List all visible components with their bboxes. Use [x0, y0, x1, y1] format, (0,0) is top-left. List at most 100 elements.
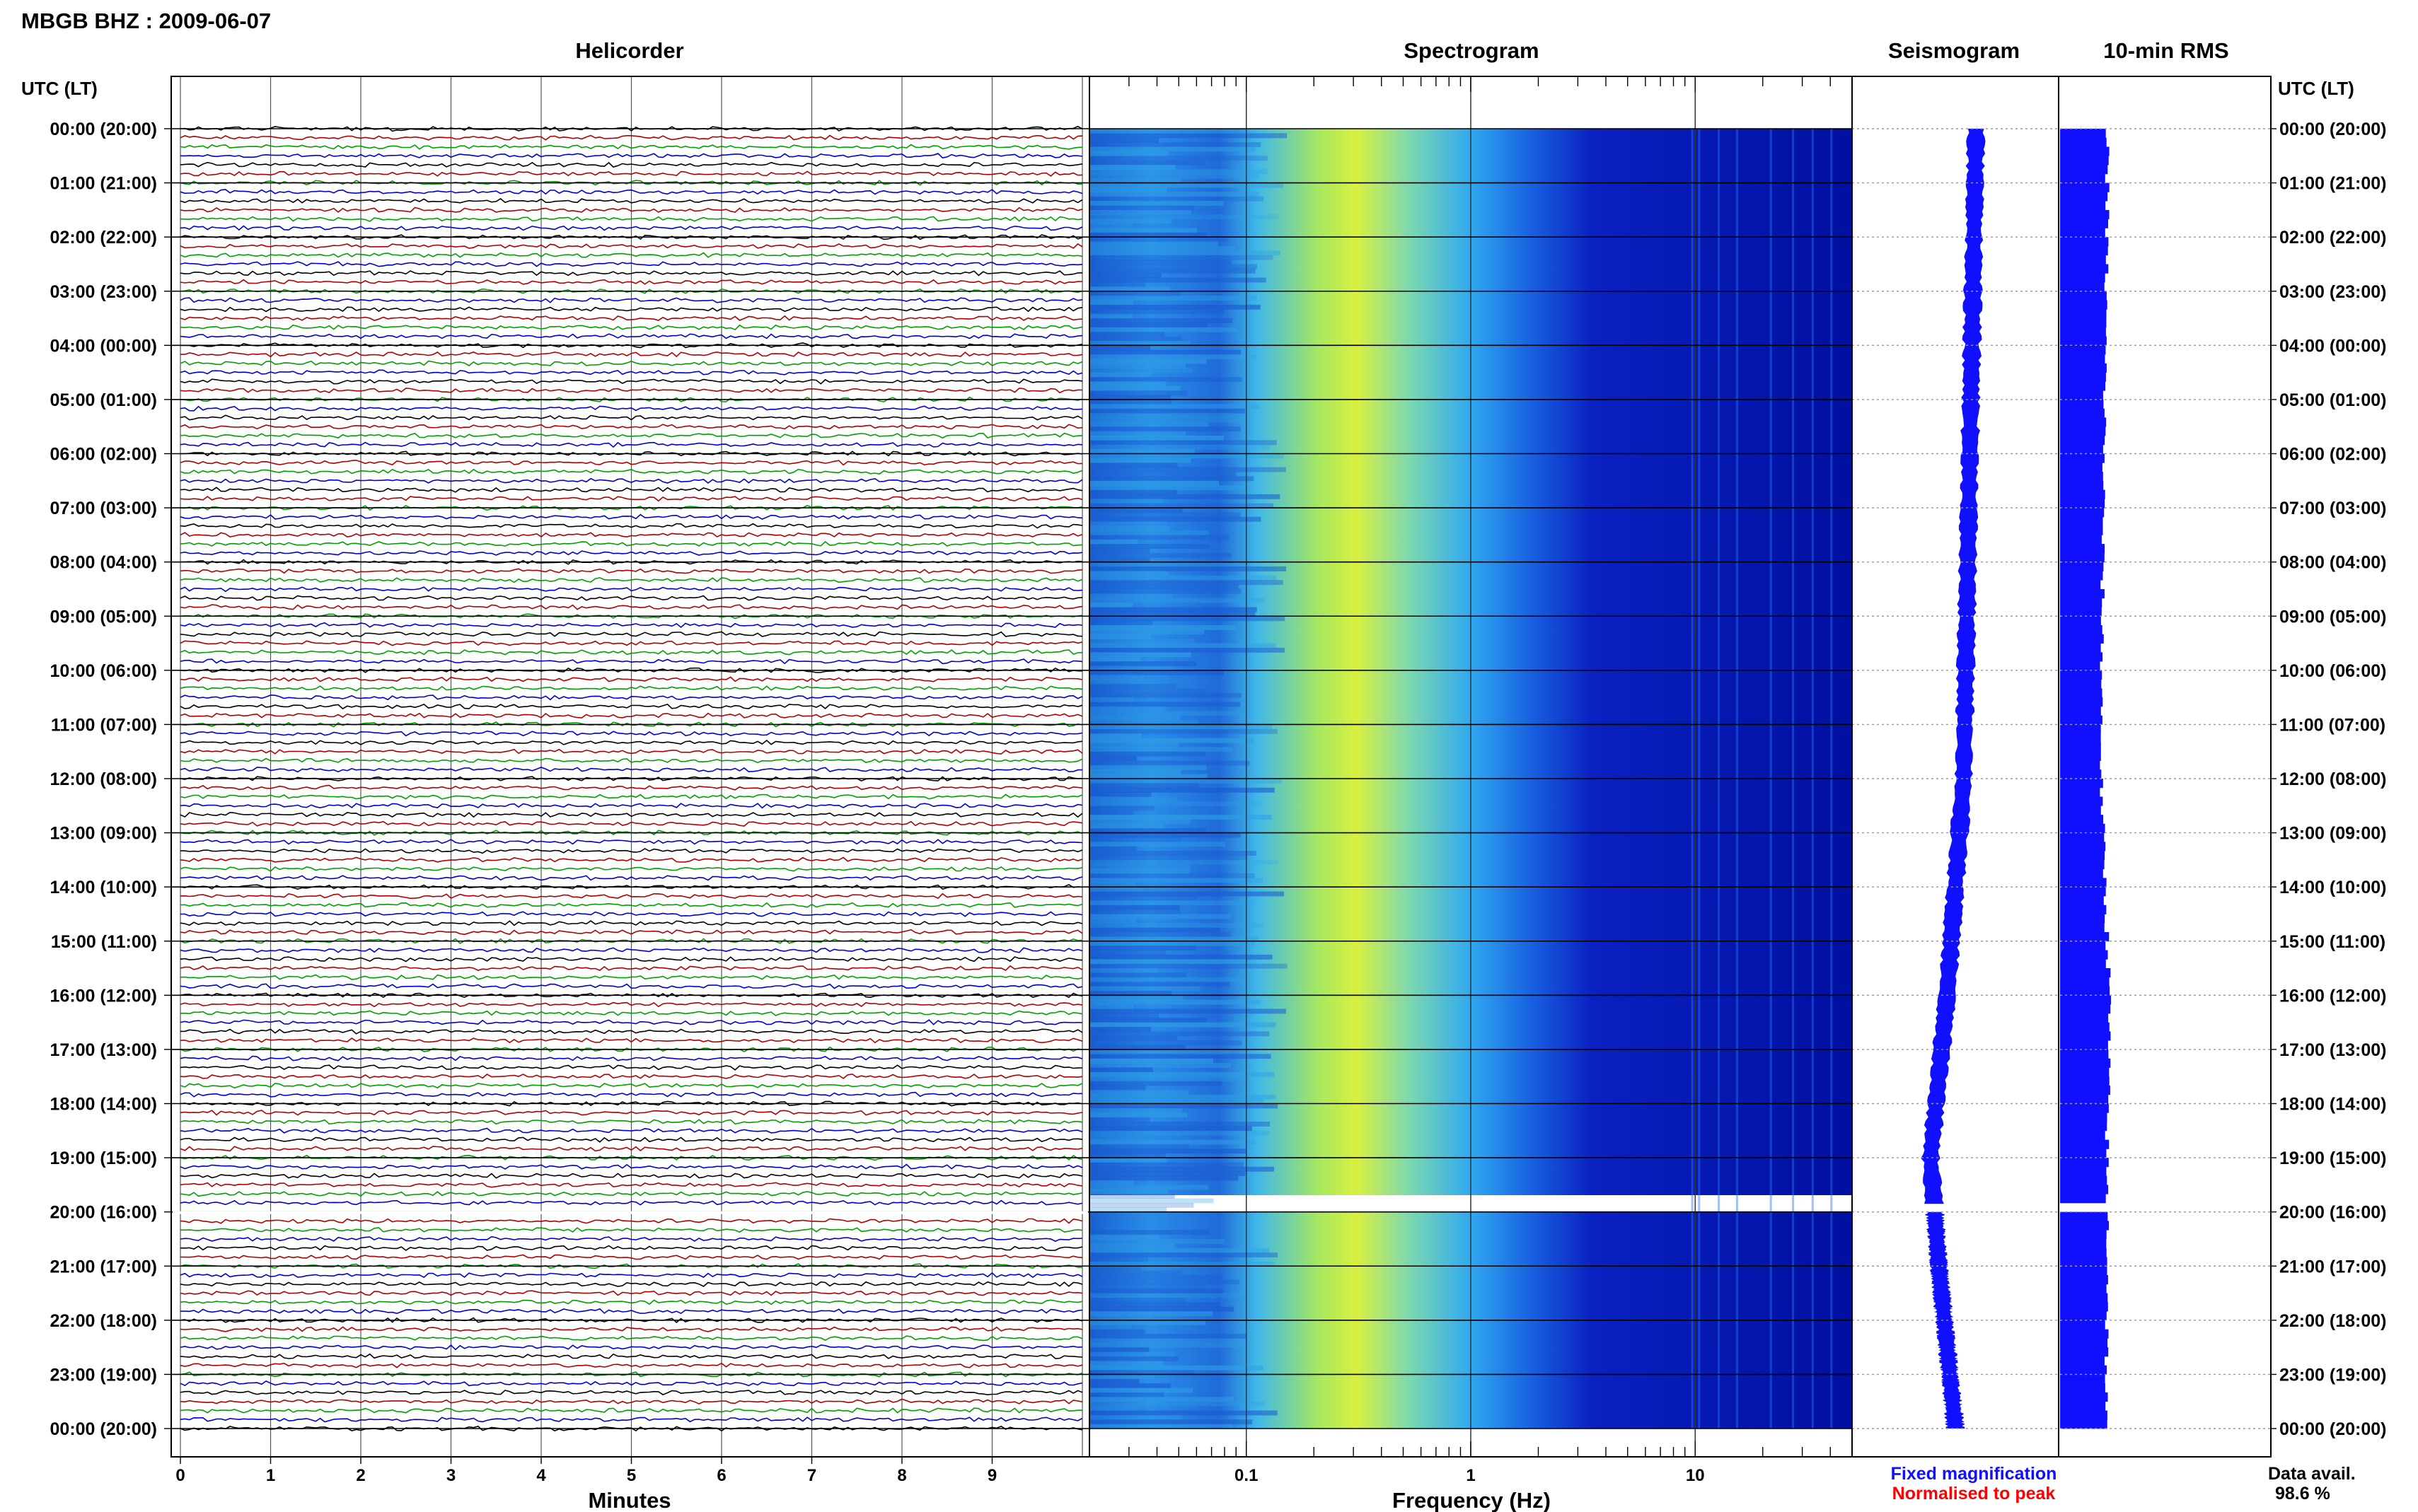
rms-bar	[2060, 616, 2101, 626]
rms-bar	[2060, 1266, 2107, 1276]
rms-bar	[2060, 1320, 2105, 1330]
spectrogram-row-streak	[1089, 223, 1133, 228]
helicorder-trace	[180, 360, 1083, 367]
helicorder-trace	[180, 198, 1083, 204]
rms-bar	[2060, 598, 2102, 607]
spectrogram-row-streak	[1089, 728, 1278, 734]
time-tick-label-right: 11:00 (07:00)	[2279, 715, 2385, 735]
rms-title: 10-min RMS	[2103, 38, 2228, 63]
rms-bar	[2060, 571, 2103, 581]
spectrogram-row-streak	[1089, 1049, 1230, 1054]
time-axis-title-left: UTC (LT)	[21, 78, 98, 99]
helicorder-trace	[180, 1173, 1083, 1179]
helicorder-trace	[180, 388, 1083, 394]
time-tick-label-left: 12:00 (08:00)	[50, 769, 157, 789]
legend-normalised: Normalised to peak	[1892, 1484, 2056, 1504]
frequency-tick-label: 1	[1466, 1466, 1475, 1485]
helicorder-trace	[180, 1326, 1083, 1332]
spectrogram-row-streak	[1089, 1388, 1193, 1393]
rms-bar	[2060, 436, 2105, 446]
rms-bar	[2060, 417, 2107, 427]
time-tick-label-right: 02:00 (22:00)	[2279, 228, 2386, 248]
rms-bar	[2060, 859, 2105, 870]
rms-bar	[2060, 453, 2105, 463]
helicorder-trace	[180, 703, 1083, 710]
time-tick-label-right: 10:00 (06:00)	[2279, 661, 2386, 681]
helicorder-trace	[180, 1199, 1083, 1206]
rms-bar	[2060, 1248, 2107, 1257]
data-avail-value: 98.6 %	[2275, 1484, 2330, 1504]
helicorder-trace	[180, 1299, 1083, 1305]
minute-tick-label: 0	[175, 1466, 185, 1485]
spectrogram-row-streak	[1089, 1081, 1222, 1086]
rms-bar	[2060, 1419, 2107, 1429]
time-tick-label-right: 09:00 (05:00)	[2279, 607, 2386, 627]
time-tick-label-left: 10:00 (06:00)	[50, 661, 157, 681]
helicorder-trace	[180, 252, 1083, 258]
spectrogram-row-streak	[1089, 1302, 1220, 1308]
spectrogram-row-streak	[1089, 643, 1276, 649]
spectrogram-row-streak	[1089, 260, 1232, 264]
helicorder-trace	[180, 1019, 1083, 1025]
spectrogram-row-streak	[1089, 764, 1207, 770]
rms-bar	[2060, 146, 2110, 156]
spectrogram-row-streak	[1089, 670, 1224, 675]
time-tick-label-left: 08:00 (04:00)	[50, 553, 157, 573]
rms-bar	[2060, 544, 2105, 554]
rms-bar	[2060, 670, 2102, 680]
rms-bar	[2060, 129, 2106, 139]
spectrogram-row-streak	[1089, 156, 1268, 161]
spectrogram-row-streak	[1089, 327, 1239, 332]
spectrogram-row-streak	[1089, 887, 1143, 892]
rms-bar	[2060, 1166, 2107, 1176]
spectrogram-row-streak	[1089, 1148, 1246, 1154]
time-tick-label-left: 01:00 (21:00)	[50, 174, 157, 194]
helicorder-trace	[180, 1380, 1083, 1387]
spectrogram-row-streak	[1089, 1031, 1270, 1037]
helicorder-trace	[180, 333, 1083, 339]
spectrogram-row-streak	[1089, 832, 1241, 838]
spectrogram-row-streak	[1089, 760, 1250, 766]
rms-bar	[2060, 1122, 2107, 1132]
spectrogram-row-streak	[1089, 1071, 1275, 1077]
rms-bar	[2060, 697, 2103, 707]
rms-bar	[2060, 1374, 2105, 1384]
spectrogram-row-streak	[1089, 436, 1224, 441]
spectrogram-row-streak	[1089, 611, 1256, 617]
time-tick-label-left: 05:00 (01:00)	[50, 390, 157, 410]
helicorder-trace	[180, 856, 1083, 863]
spectrogram-row-streak	[1089, 1022, 1276, 1028]
spectrogram-row-streak	[1089, 1284, 1205, 1289]
spectrogram-row-streak	[1089, 300, 1133, 306]
spectrogram-row-streak	[1089, 286, 1170, 292]
spectrogram-row-streak	[1089, 359, 1207, 364]
rms-bar	[2060, 309, 2107, 319]
spectrogram-row-streak	[1089, 1320, 1205, 1325]
rms-bar	[2060, 390, 2103, 400]
rms-bar	[2060, 1139, 2110, 1149]
spectrogram-row-streak	[1089, 1058, 1213, 1064]
spectrogram-row-streak	[1089, 1275, 1223, 1280]
time-tick-label-right: 08:00 (04:00)	[2279, 553, 2386, 573]
time-tick-label-left: 22:00 (18:00)	[50, 1311, 157, 1331]
rms-bar	[2060, 1022, 2110, 1032]
rms-bar	[2060, 905, 2107, 914]
spectrogram-row-streak	[1089, 1099, 1264, 1104]
spectrogram-row-streak	[1089, 954, 1273, 960]
spectrogram-row-streak	[1089, 431, 1186, 436]
helicorder-trace	[180, 351, 1083, 358]
spectrogram-row-streak	[1089, 616, 1285, 622]
spectrogram-row-streak	[1089, 277, 1266, 283]
helicorder-trace	[180, 685, 1083, 692]
spectrogram-row-streak	[1089, 494, 1280, 499]
rms-bar	[2060, 1311, 2107, 1321]
spectrogram-row-streak	[1089, 1239, 1225, 1244]
time-tick-label-right: 00:00 (20:00)	[2279, 1419, 2386, 1439]
spectrogram-title: Spectrogram	[1404, 38, 1539, 63]
spectrogram-row-streak	[1089, 846, 1137, 851]
spectrogram-row-streak	[1089, 868, 1190, 874]
rms-bar	[2060, 643, 2101, 653]
minutes-axis-title: Minutes	[588, 1488, 671, 1512]
spectrogram-row-streak	[1089, 1171, 1246, 1177]
spectrogram-row-streak	[1089, 196, 1264, 202]
